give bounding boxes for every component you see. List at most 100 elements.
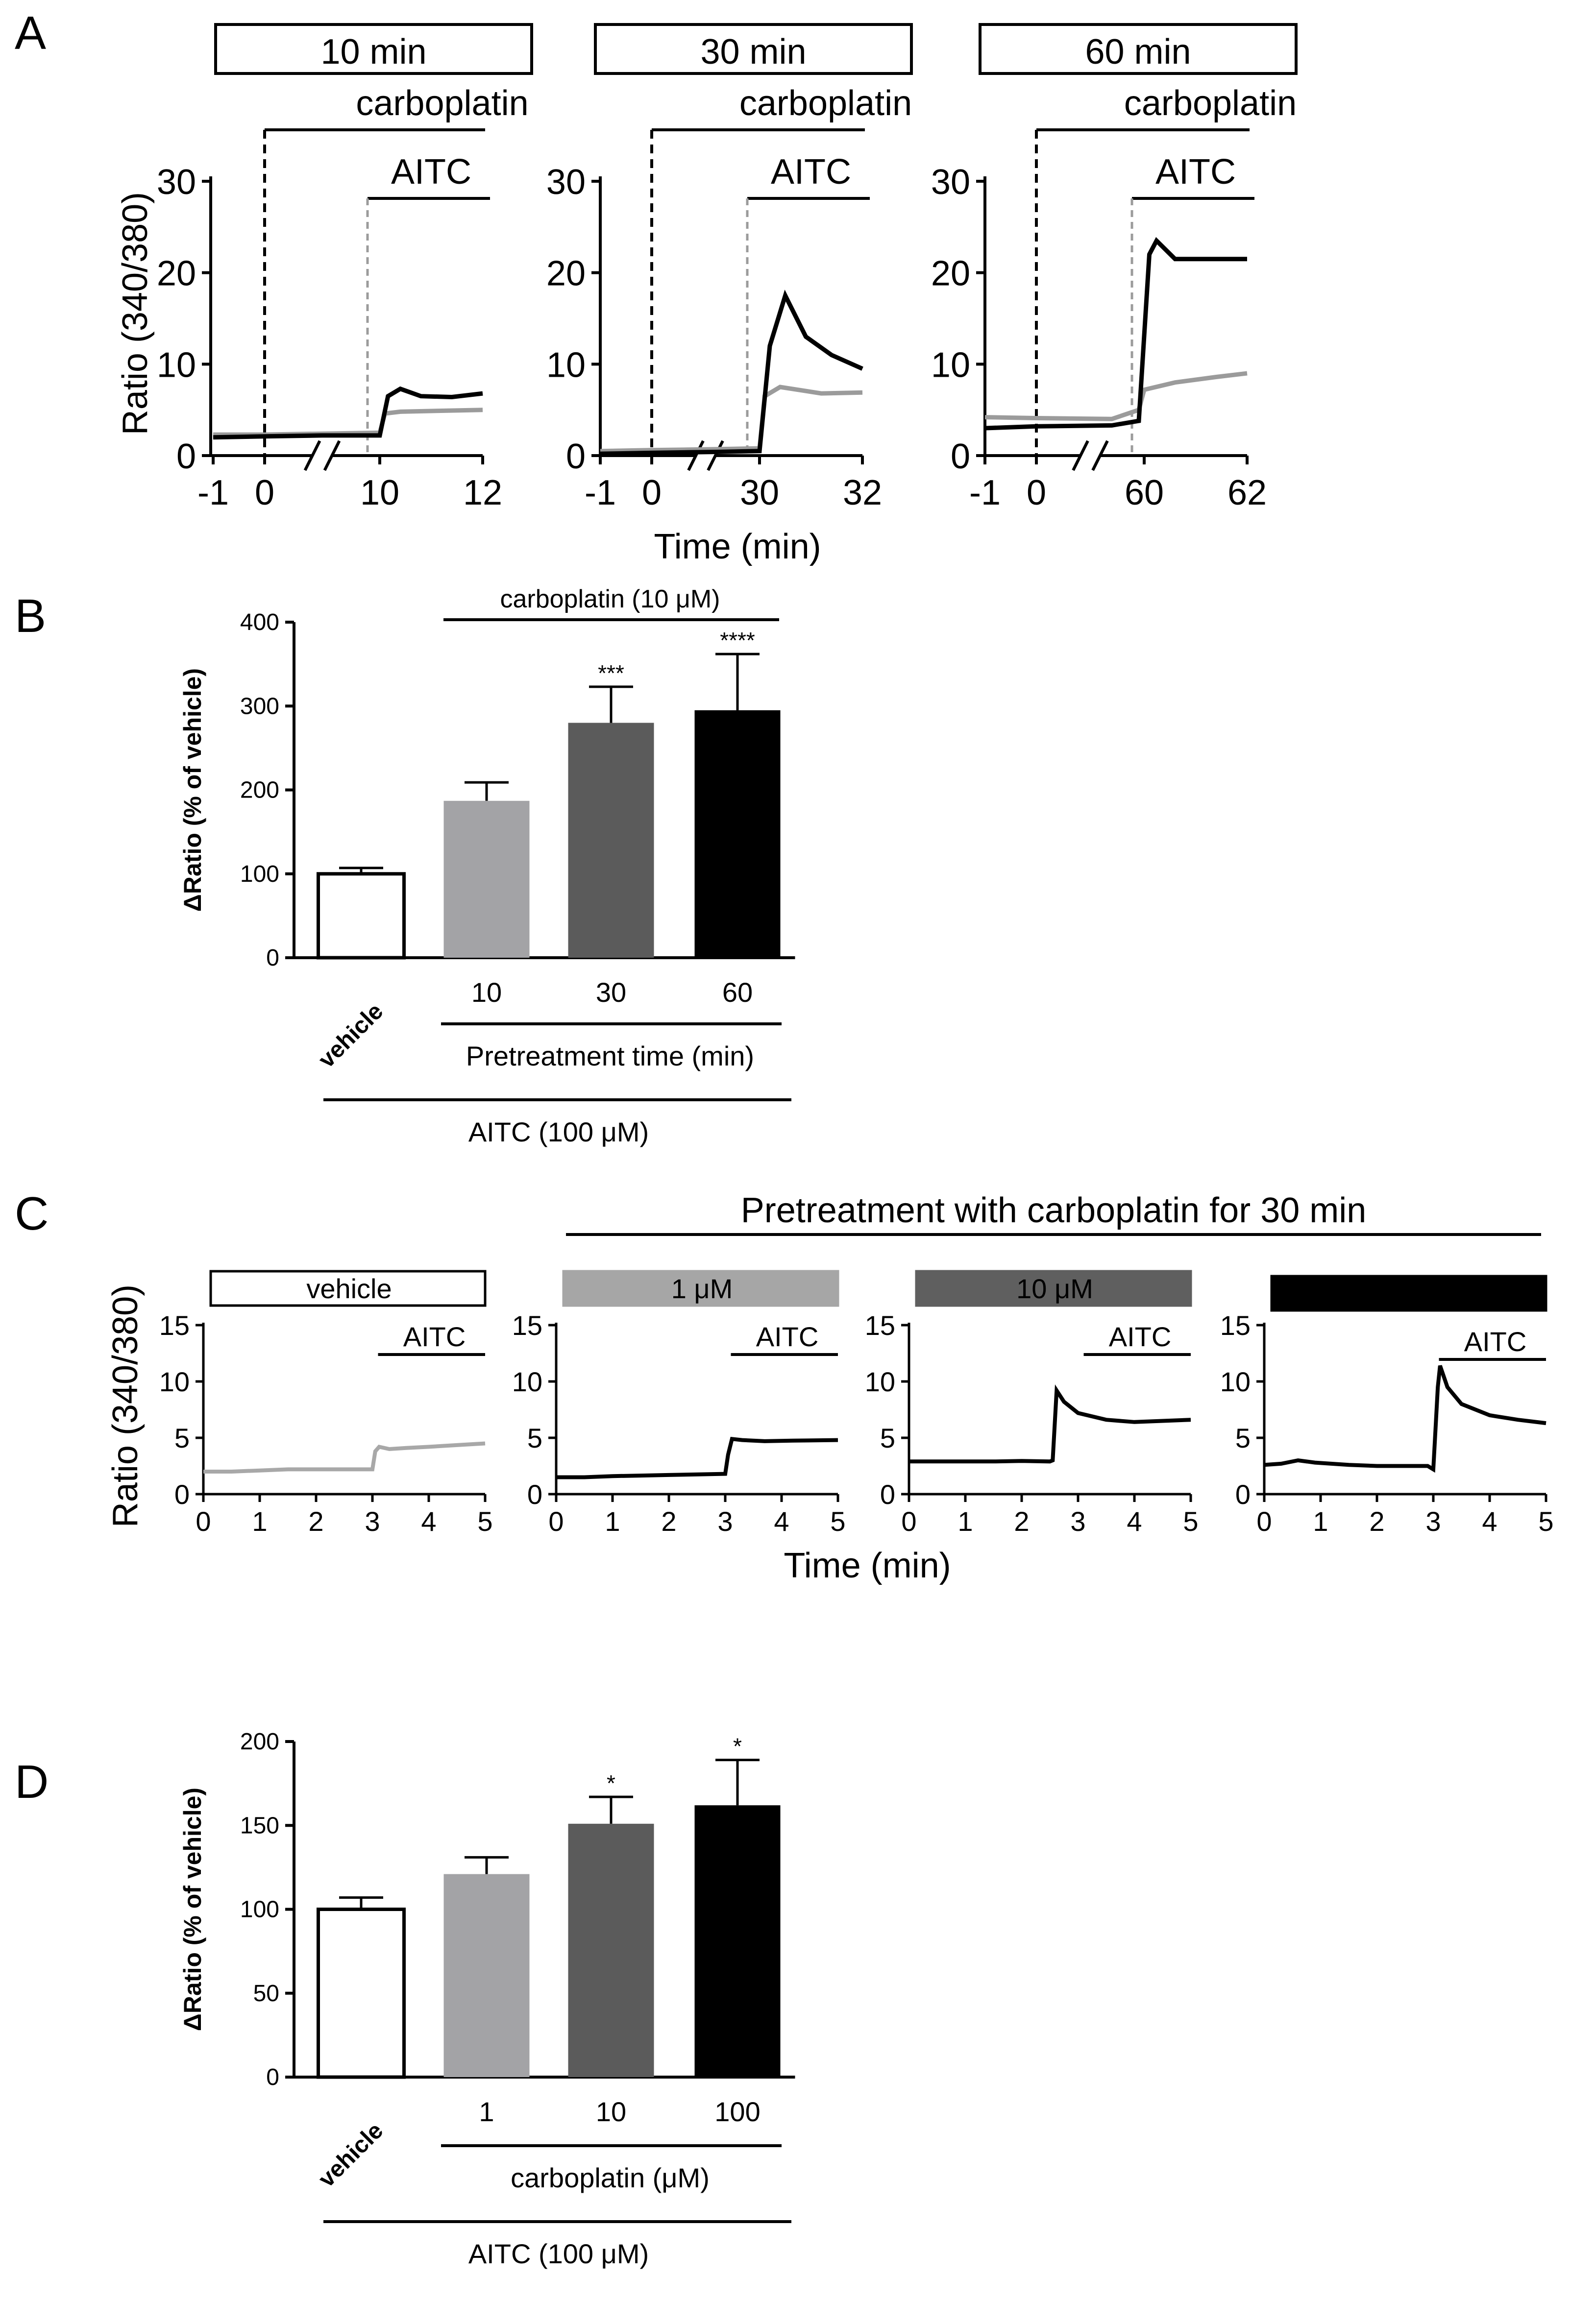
x-tick-label: 0 xyxy=(901,1506,916,1537)
y-tick-label: 0 xyxy=(176,437,196,476)
x-tick-label: 2 xyxy=(1014,1506,1029,1537)
carboplatin-label: carboplatin xyxy=(1124,84,1297,123)
y-tick-label: 200 xyxy=(240,777,279,803)
y-tick-label: 5 xyxy=(1235,1423,1251,1453)
category-label: 30 xyxy=(596,977,626,1008)
x-tick-label: 0 xyxy=(642,473,662,512)
axis-break-mark xyxy=(687,440,705,471)
x-tick-label: 3 xyxy=(1070,1506,1085,1537)
axis-break-mark xyxy=(1091,440,1109,471)
bar-4 xyxy=(694,710,781,958)
x-tick-label: 2 xyxy=(1369,1506,1384,1537)
y-tick-label: 10 xyxy=(512,1366,542,1397)
y-axis-label: ΔRatio (% of vehicle) xyxy=(179,1788,206,2031)
trace-vehicle-gray xyxy=(213,408,483,437)
panel-c-header-box xyxy=(562,1270,839,1307)
x-tick-label: 3 xyxy=(365,1506,380,1537)
y-tick-label: 15 xyxy=(159,1310,190,1341)
pretreatment-label: Pretreatment time (min) xyxy=(466,1041,754,1071)
x-tick-label: 4 xyxy=(1127,1506,1142,1537)
panel-a-y-axis-label: Ratio (340/380) xyxy=(116,192,155,435)
x-tick-label: 5 xyxy=(1538,1506,1553,1537)
aitc-label: AITC xyxy=(1464,1326,1527,1357)
panel-c-header-box xyxy=(915,1270,1192,1307)
category-label: 10 xyxy=(471,977,502,1008)
y-tick-label: 50 xyxy=(253,1981,279,2007)
trace-2 xyxy=(556,1436,838,1479)
x-tick-label: 12 xyxy=(463,473,502,512)
x-tick-label: 0 xyxy=(1027,473,1046,512)
panel-a-x-axis-label: Time (min) xyxy=(654,527,821,566)
category-label: 1 xyxy=(479,2096,494,2127)
y-tick-label: 30 xyxy=(157,163,196,202)
x-tick-label: 1 xyxy=(957,1506,973,1537)
significance-marker: *** xyxy=(598,660,624,686)
y-tick-label: 100 xyxy=(240,861,279,887)
y-tick-label: 400 xyxy=(240,609,279,635)
x-tick-label: 0 xyxy=(255,473,274,512)
y-tick-label: 5 xyxy=(880,1423,895,1453)
panel-letter-c: C xyxy=(15,1187,49,1240)
x-tick-label: 0 xyxy=(196,1506,211,1537)
trace-3 xyxy=(909,1384,1191,1464)
carboplatin-label: carboplatin xyxy=(356,84,528,123)
axis-break-mark xyxy=(1072,440,1089,471)
y-tick-label: 5 xyxy=(527,1423,542,1453)
y-tick-label: 300 xyxy=(240,693,279,719)
y-tick-label: 0 xyxy=(880,1479,895,1510)
y-tick-label: 20 xyxy=(546,254,586,293)
bar-2 xyxy=(443,800,530,958)
y-tick-label: 10 xyxy=(1220,1366,1251,1397)
y-tick-label: 0 xyxy=(266,945,279,971)
x-tick-label: 4 xyxy=(774,1506,789,1537)
x-tick-label: 5 xyxy=(477,1506,492,1537)
carboplatin-label: carboplatin (10 μM) xyxy=(500,585,720,613)
x-tick-label: 2 xyxy=(308,1506,323,1537)
trace-vehicle-gray xyxy=(984,371,1248,421)
x-tick-label: 1 xyxy=(605,1506,620,1537)
y-tick-label: 10 xyxy=(157,345,196,385)
y-tick-label: 10 xyxy=(159,1366,190,1397)
trace-carboplatin-black xyxy=(600,290,863,456)
x-tick-label: 0 xyxy=(548,1506,564,1537)
trace-vehicle-gray xyxy=(600,385,863,454)
y-tick-label: 15 xyxy=(512,1310,542,1341)
panel-c: Pretreatment with carboplatin for 30 min… xyxy=(106,1191,1554,1585)
y-tick-label: 0 xyxy=(527,1479,542,1510)
significance-marker: * xyxy=(607,1770,615,1796)
carboplatin-label: carboplatin xyxy=(739,84,912,123)
panel-c-x-axis-label: Time (min) xyxy=(784,1546,951,1585)
panel-a-header-text: 30 min xyxy=(700,32,806,72)
x-tick-label: 4 xyxy=(1482,1506,1497,1537)
y-tick-label: 10 xyxy=(931,345,970,385)
panel-c-chart-4: 100 μM AITC 0 5 10 15 0 1 2 3 4 5 xyxy=(1220,1275,1554,1537)
panel-c-header-text: vehicle xyxy=(306,1273,392,1304)
x-tick-label: 3 xyxy=(717,1506,733,1537)
panel-letter-a: A xyxy=(15,7,46,59)
panel-a-header-text: 60 min xyxy=(1085,32,1191,72)
y-tick-label: 100 xyxy=(240,1897,279,1923)
x-tick-label: 32 xyxy=(843,473,882,512)
panel-a-header-box xyxy=(214,23,533,75)
y-tick-label: 30 xyxy=(931,163,970,202)
y-tick-label: 0 xyxy=(1235,1479,1251,1510)
bar-1 xyxy=(317,872,406,960)
panel-c-y-axis-label: Ratio (340/380) xyxy=(106,1284,145,1527)
x-tick-label: 60 xyxy=(1125,473,1164,512)
panel-c-header-text: 10 μM xyxy=(1016,1273,1093,1304)
x-tick-label: -1 xyxy=(969,473,1001,512)
aitc-label: AITC xyxy=(1109,1321,1172,1352)
y-tick-label: 5 xyxy=(174,1423,190,1453)
y-tick-label: 20 xyxy=(931,254,970,293)
pretreatment-title: Pretreatment with carboplatin for 30 min xyxy=(741,1191,1367,1230)
y-tick-label: 15 xyxy=(1220,1310,1251,1341)
x-tick-label: 3 xyxy=(1425,1506,1441,1537)
trace-1 xyxy=(203,1441,486,1474)
significance-marker: **** xyxy=(720,628,755,653)
trace-4 xyxy=(1264,1365,1546,1473)
panel-c-header-box xyxy=(1270,1275,1547,1312)
